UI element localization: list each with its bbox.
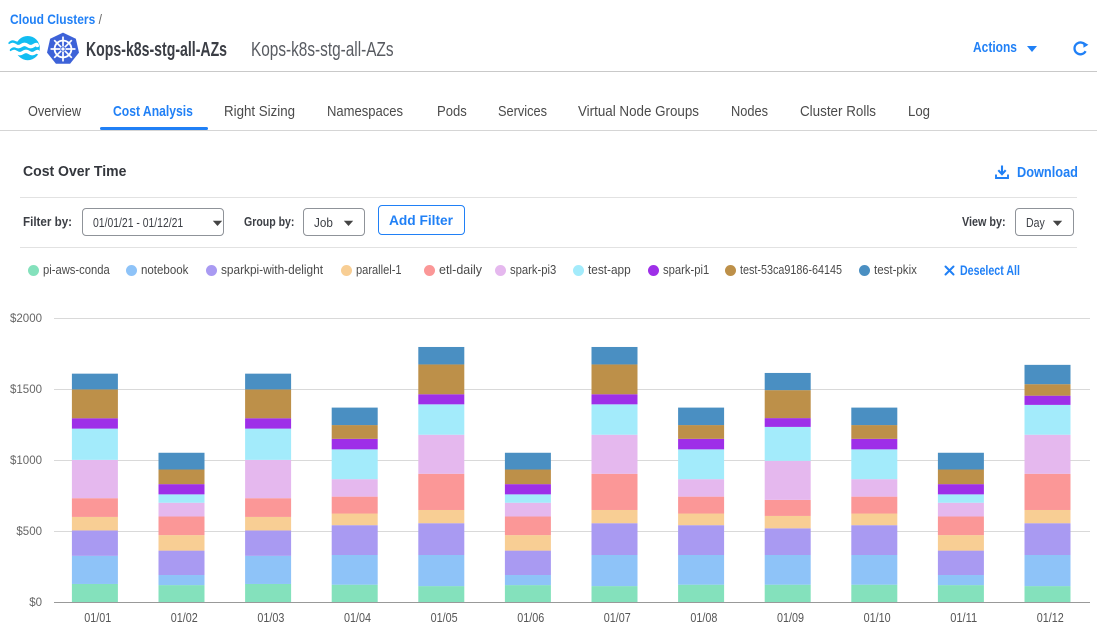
svg-text:$1500: $1500 <box>10 384 42 396</box>
svg-text:01/12: 01/12 <box>1037 611 1064 625</box>
svg-text:01/04: 01/04 <box>344 611 371 625</box>
svg-text:01/09: 01/09 <box>777 611 804 625</box>
svg-text:01/01: 01/01 <box>84 611 111 625</box>
svg-text:$0: $0 <box>29 597 42 609</box>
svg-text:01/06: 01/06 <box>517 611 544 625</box>
svg-text:01/11: 01/11 <box>950 611 977 625</box>
svg-text:01/02: 01/02 <box>171 611 198 625</box>
svg-text:$2000: $2000 <box>10 313 42 325</box>
svg-text:01/10: 01/10 <box>864 611 891 625</box>
svg-text:$1000: $1000 <box>10 455 42 467</box>
svg-text:01/03: 01/03 <box>257 611 284 625</box>
svg-text:01/08: 01/08 <box>690 611 717 625</box>
svg-text:01/05: 01/05 <box>431 611 458 625</box>
svg-text:$500: $500 <box>16 526 42 538</box>
svg-text:01/07: 01/07 <box>604 611 631 625</box>
